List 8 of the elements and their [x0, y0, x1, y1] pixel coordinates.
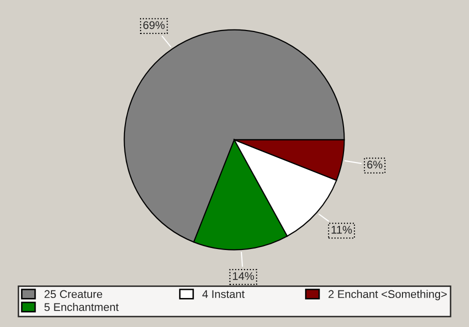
- data-label: 69%: [143, 21, 165, 30]
- legend-label: 25 Creature: [44, 290, 102, 298]
- data-label: 11%: [332, 226, 352, 234]
- data-label: 6%: [367, 160, 382, 169]
- data-label: 14%: [232, 272, 254, 280]
- legend-label: 5 Enchantment: [44, 302, 119, 312]
- legend-label: 2 Enchant <Something>: [328, 290, 447, 300]
- legend-label: 4 Instant: [202, 290, 245, 298]
